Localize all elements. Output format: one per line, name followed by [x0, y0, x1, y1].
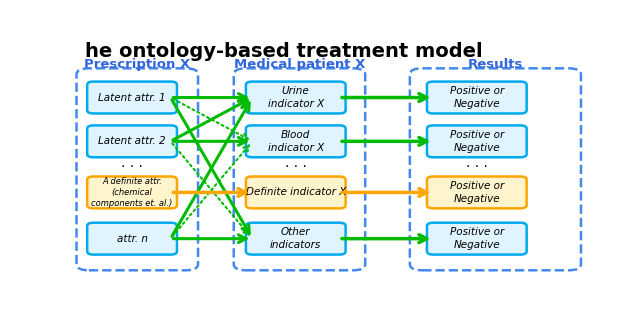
FancyBboxPatch shape — [87, 177, 177, 208]
Text: · · ·: · · · — [121, 160, 143, 174]
Text: he ontology-based treatment model: he ontology-based treatment model — [85, 42, 483, 61]
FancyBboxPatch shape — [427, 125, 527, 157]
FancyBboxPatch shape — [87, 82, 177, 113]
Text: Medical patient X: Medical patient X — [234, 58, 365, 71]
FancyBboxPatch shape — [246, 82, 346, 113]
FancyBboxPatch shape — [246, 177, 346, 208]
Text: Blood
indicator X: Blood indicator X — [268, 130, 324, 153]
Text: Positive or
Negative: Positive or Negative — [450, 130, 504, 153]
Text: Positive or
Negative: Positive or Negative — [450, 228, 504, 250]
FancyBboxPatch shape — [427, 82, 527, 113]
Text: · · ·: · · · — [285, 160, 307, 174]
Text: A definite attr.
(chemical
components et. al.): A definite attr. (chemical components et… — [92, 177, 173, 208]
FancyBboxPatch shape — [87, 223, 177, 255]
FancyBboxPatch shape — [427, 223, 527, 255]
Text: Positive or
Negative: Positive or Negative — [450, 86, 504, 109]
FancyBboxPatch shape — [246, 125, 346, 157]
Text: Latent attr. 1: Latent attr. 1 — [99, 93, 166, 102]
Text: Results: Results — [468, 58, 524, 71]
Text: Prescription X: Prescription X — [84, 58, 190, 71]
Text: Urine
indicator X: Urine indicator X — [268, 86, 324, 109]
Text: · · ·: · · · — [466, 160, 488, 174]
Text: Definite indicator X: Definite indicator X — [246, 187, 346, 198]
Text: Latent attr. 2: Latent attr. 2 — [99, 136, 166, 146]
FancyBboxPatch shape — [87, 125, 177, 157]
FancyBboxPatch shape — [246, 223, 346, 255]
FancyBboxPatch shape — [427, 177, 527, 208]
Text: Other
indicators: Other indicators — [270, 228, 321, 250]
Text: Positive or
Negative: Positive or Negative — [450, 181, 504, 204]
Text: attr. n: attr. n — [116, 234, 148, 244]
